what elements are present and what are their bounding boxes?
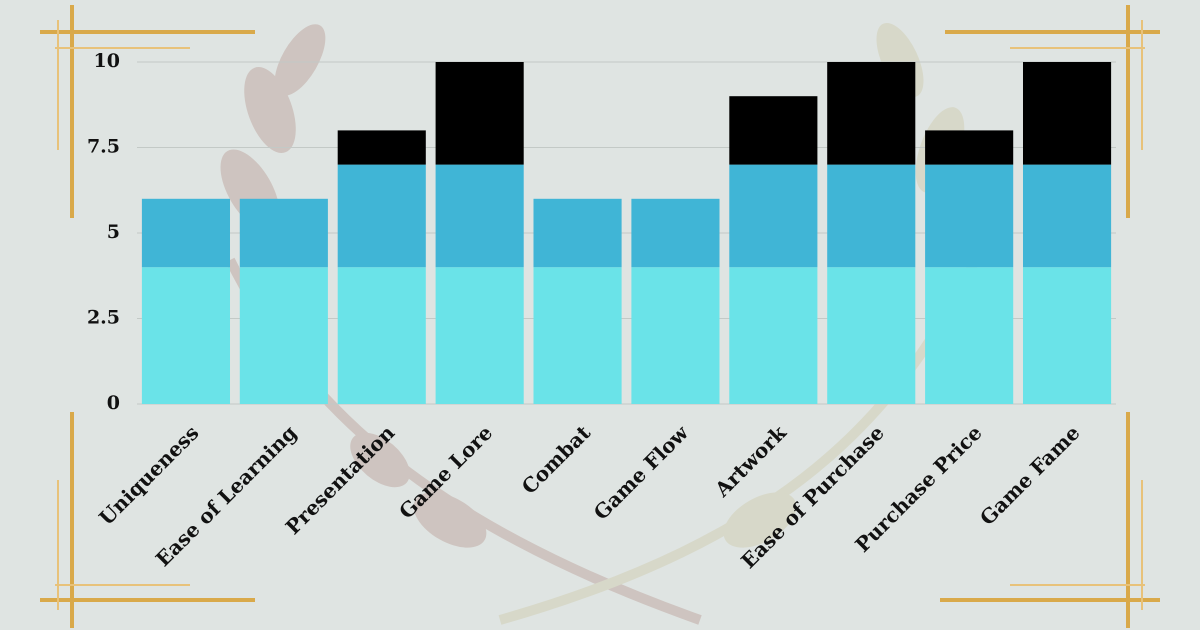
bar-segment: [1022, 164, 1112, 268]
bar-segment: [925, 164, 1014, 268]
bar-segment: [729, 96, 818, 165]
bar-segment: [141, 198, 231, 268]
bar-segment: [337, 164, 426, 268]
bar-segment: [239, 267, 328, 404]
bar-segment: [729, 164, 818, 268]
y-tick-label: 2.5: [87, 307, 120, 329]
bar-segment: [337, 130, 426, 165]
bar-segment: [827, 267, 916, 404]
bar-segment: [533, 267, 622, 404]
bar-segment: [435, 164, 524, 268]
bar-segment: [1022, 62, 1112, 165]
y-tick-label: 0: [107, 392, 120, 414]
y-tick-label: 10: [94, 50, 120, 72]
bar-segment: [827, 164, 916, 268]
bar-segment: [925, 130, 1014, 165]
bar-segment: [925, 267, 1014, 404]
bar-segment: [729, 267, 818, 404]
bar-segment: [631, 267, 720, 404]
decoration-frame: [40, 5, 1160, 628]
bar-segment: [631, 198, 720, 268]
bar-segment: [533, 198, 622, 268]
bar-segment: [1022, 267, 1112, 404]
bar-segment: [435, 62, 524, 165]
y-tick-label: 7.5: [87, 136, 120, 158]
bar-segment: [337, 267, 426, 404]
bar-segment: [239, 198, 328, 268]
bar-segment: [827, 62, 916, 165]
bar-segment: [141, 267, 231, 404]
y-tick-label: 5: [107, 221, 120, 243]
bar-segment: [435, 267, 524, 404]
